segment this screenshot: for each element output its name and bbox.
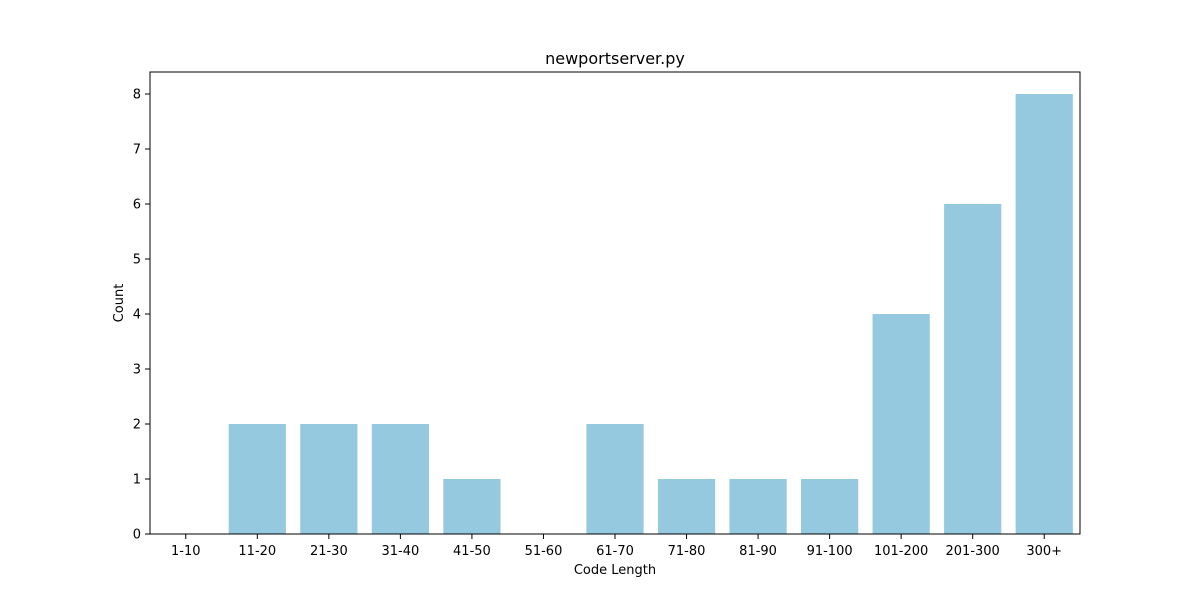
x-tick-label: 91-100	[807, 544, 853, 559]
bar	[872, 314, 930, 534]
x-tick-label: 61-70	[596, 544, 634, 559]
bar	[228, 424, 286, 534]
x-axis-title: Code Length	[574, 563, 656, 578]
y-tick-label: 7	[133, 143, 141, 158]
x-tick-label: 31-40	[381, 544, 419, 559]
y-tick-label: 0	[133, 528, 141, 543]
x-tick-label: 21-30	[310, 544, 348, 559]
y-axis-title: Count	[112, 284, 127, 323]
y-tick-label: 6	[133, 198, 141, 213]
x-tick-label: 201-300	[946, 544, 1000, 559]
bar	[300, 424, 358, 534]
x-axis-ticks: 1-10 11-20 21-30 31-40 41-50 51-60 61-70 71-80 8…	[171, 534, 1062, 559]
y-axis-ticks: 0 1 2 3 4 5 6 7 8	[133, 88, 150, 543]
y-tick-label: 2	[133, 418, 141, 433]
x-tick-label: 51-60	[525, 544, 563, 559]
x-tick-label: 41-50	[453, 544, 491, 559]
bars-group	[228, 94, 1073, 534]
plot-frame	[149, 71, 1081, 535]
bar	[801, 479, 859, 534]
y-tick-label: 5	[133, 253, 141, 268]
x-tick-label: 101-200	[874, 544, 928, 559]
chart-title: newportserver.py	[545, 49, 685, 68]
y-tick-label: 4	[133, 308, 141, 323]
y-tick-label: 8	[133, 88, 141, 103]
bar	[657, 479, 716, 534]
x-tick-label: 300+	[1026, 544, 1062, 559]
x-tick-label: 11-20	[238, 544, 276, 559]
bar	[586, 424, 644, 534]
bar	[729, 479, 787, 534]
bar	[371, 424, 429, 534]
bar	[1015, 94, 1073, 534]
y-tick-label: 3	[133, 363, 141, 378]
x-tick-label: 81-90	[739, 544, 777, 559]
bar	[443, 479, 501, 534]
x-tick-label: 1-10	[171, 544, 201, 559]
bar	[944, 204, 1002, 534]
x-tick-label: 71-80	[668, 544, 706, 559]
y-tick-label: 1	[133, 473, 141, 488]
